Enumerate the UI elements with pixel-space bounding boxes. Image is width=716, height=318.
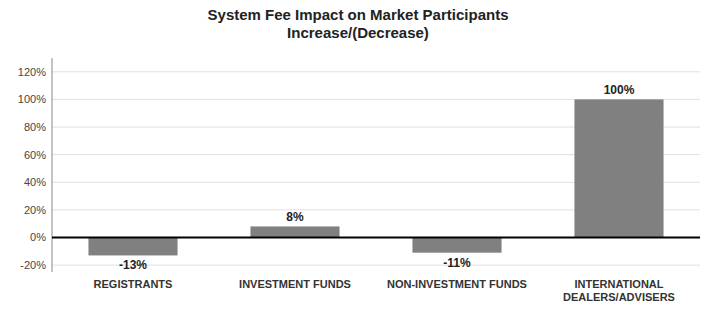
- x-tick-label: INTERNATIONALDEALERS/ADVISERS: [563, 278, 675, 303]
- grid-line: [52, 237, 700, 238]
- y-tick-label: 20%: [24, 204, 46, 216]
- y-tick-label: 60%: [24, 149, 46, 161]
- y-tick-label: 100%: [18, 93, 46, 105]
- y-tick-label: -20%: [20, 259, 46, 271]
- bars: [88, 99, 663, 255]
- y-tick-label: 80%: [24, 121, 46, 133]
- bar: [88, 237, 177, 255]
- zero-line: [52, 236, 700, 238]
- data-label: 100%: [604, 83, 635, 97]
- x-tick-label: REGISTRANTS: [94, 278, 173, 290]
- chart-title: System Fee Impact on Market Participants…: [208, 6, 509, 41]
- bar: [412, 237, 501, 252]
- data-label: 8%: [286, 210, 304, 224]
- data-label: -11%: [443, 256, 471, 270]
- y-tick-label: 0%: [30, 231, 46, 243]
- x-tick-label: INVESTMENT FUNDS: [239, 278, 351, 290]
- data-label: -13%: [119, 258, 147, 272]
- bar: [250, 226, 339, 237]
- grid-line: [52, 265, 700, 266]
- bar: [574, 99, 663, 237]
- y-tick-label: 40%: [24, 176, 46, 188]
- chart-container: System Fee Impact on Market Participants…: [0, 0, 716, 318]
- grid-line: [52, 71, 700, 72]
- x-tick-label: NON-INVESTMENT FUNDS: [387, 278, 527, 290]
- y-axis-line: [52, 58, 53, 272]
- y-tick-label: 120%: [18, 66, 46, 78]
- grid: [52, 72, 700, 265]
- chart-svg: System Fee Impact on Market Participants…: [0, 0, 716, 318]
